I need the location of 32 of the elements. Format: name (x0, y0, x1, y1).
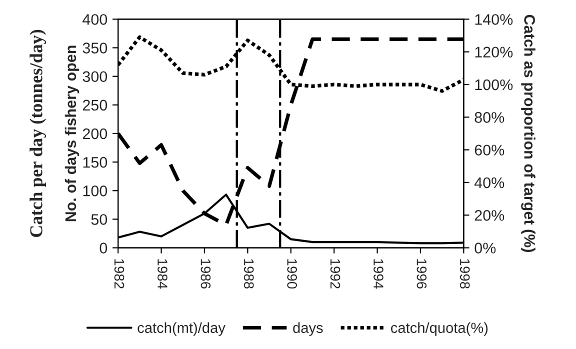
y-tick-label: 100 (83, 186, 108, 196)
x-tick-label: 1992 (330, 259, 340, 288)
y2-tick-label: 140% (475, 14, 513, 25)
x-tick-label: 1998 (460, 259, 470, 288)
y2-tick-label: 80% (474, 112, 504, 123)
y2-tick-label: 100% (475, 79, 513, 90)
y-tick-label: 250 (82, 100, 108, 111)
x-tick-label: 1986 (200, 259, 211, 288)
y2-axis-title: Catch as proportion of target (%) (521, 14, 536, 252)
y2-tick-label: 120% (475, 46, 513, 58)
y-tick-label: 50 (91, 214, 108, 225)
y2-tick-label: 60% (474, 144, 504, 156)
legend-label: catch/quota(%) (391, 322, 488, 336)
x-tick-label: 1982 (114, 259, 124, 288)
y-tick-label: 300 (82, 71, 108, 82)
x-tick-label: 1996 (416, 259, 427, 288)
y2-tick-label: 40% (474, 177, 504, 188)
y2-tick-label: 0% (474, 242, 496, 254)
x-tick-label: 1984 (158, 259, 168, 289)
legend-label: days (293, 322, 323, 336)
x-tick-label: 1988 (244, 259, 254, 288)
legend-label: catch(mt)/day (138, 322, 226, 336)
y-axis-title: Catch per day (tonnes/day) (30, 30, 46, 238)
y-tick-label: 400 (82, 14, 108, 25)
y-tick-label: 0 (100, 242, 108, 254)
x-tick-label: 1990 (287, 259, 297, 289)
y-tick-label: 200 (82, 128, 108, 140)
y-tick-label: 150 (83, 156, 108, 168)
x-tick-label: 1994 (374, 259, 384, 289)
text: No. of days fishery open (64, 46, 80, 222)
y-tick-label: 350 (82, 42, 108, 54)
y2-tick-label: 20% (474, 210, 504, 221)
